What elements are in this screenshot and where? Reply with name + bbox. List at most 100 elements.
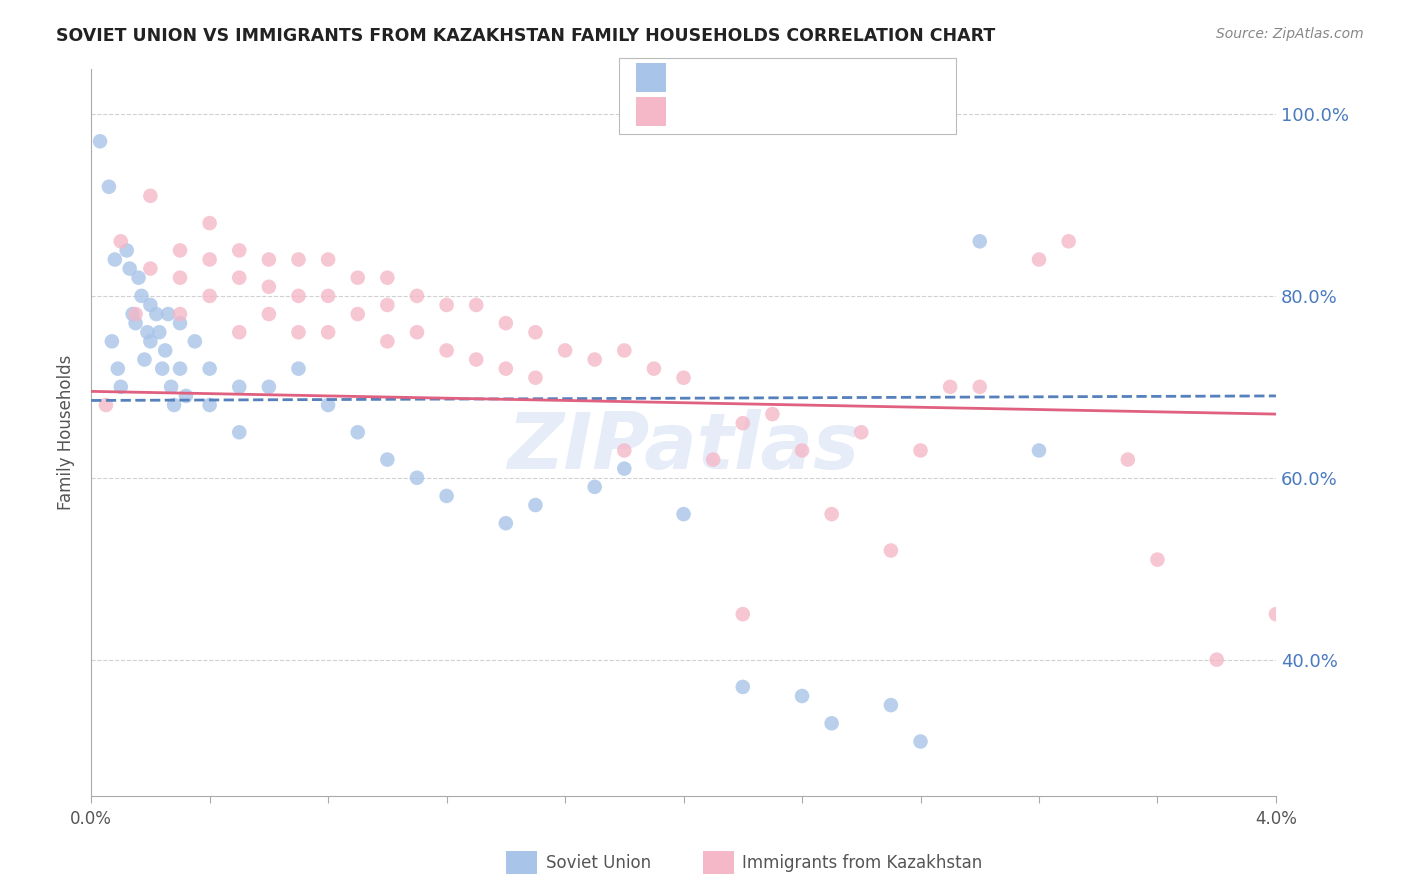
Point bbox=[969, 235, 991, 249]
Point bbox=[136, 325, 159, 339]
Point bbox=[257, 280, 280, 294]
Text: Immigrants from Kazakhstan: Immigrants from Kazakhstan bbox=[742, 855, 983, 872]
Point bbox=[198, 398, 221, 412]
Point bbox=[613, 461, 636, 475]
Point bbox=[346, 425, 368, 440]
Point bbox=[257, 307, 280, 321]
Point bbox=[134, 352, 156, 367]
Point bbox=[89, 134, 111, 148]
Point bbox=[1028, 252, 1050, 267]
Point bbox=[1146, 552, 1168, 566]
Point bbox=[406, 325, 429, 339]
Point bbox=[554, 343, 576, 358]
Point bbox=[316, 252, 339, 267]
Point bbox=[346, 307, 368, 321]
Point bbox=[228, 325, 250, 339]
Point bbox=[184, 334, 207, 349]
Point bbox=[880, 698, 903, 712]
Point bbox=[174, 389, 197, 403]
Point bbox=[228, 380, 250, 394]
Point bbox=[316, 398, 339, 412]
Point bbox=[790, 443, 813, 458]
Point bbox=[731, 607, 754, 622]
Point bbox=[524, 325, 547, 339]
Point bbox=[613, 343, 636, 358]
Point bbox=[139, 334, 162, 349]
Point bbox=[1116, 452, 1139, 467]
Point bbox=[163, 398, 186, 412]
Text: 0.001: 0.001 bbox=[725, 69, 782, 87]
Point bbox=[287, 325, 309, 339]
Point bbox=[377, 452, 399, 467]
Text: 92: 92 bbox=[838, 103, 863, 120]
Point bbox=[169, 270, 191, 285]
Point bbox=[228, 270, 250, 285]
Point bbox=[228, 244, 250, 258]
Text: ZIPatlas: ZIPatlas bbox=[508, 409, 859, 485]
Point bbox=[107, 361, 129, 376]
Point bbox=[495, 316, 517, 330]
Text: -0.037: -0.037 bbox=[725, 103, 790, 120]
Point bbox=[672, 507, 695, 521]
Point bbox=[821, 507, 844, 521]
Point bbox=[377, 270, 399, 285]
Point bbox=[672, 370, 695, 384]
Point bbox=[198, 289, 221, 303]
Text: N =: N = bbox=[793, 103, 827, 120]
Point bbox=[1057, 235, 1080, 249]
Point bbox=[160, 380, 183, 394]
Point bbox=[198, 216, 221, 230]
Point bbox=[169, 244, 191, 258]
Point bbox=[94, 398, 117, 412]
Point bbox=[465, 298, 488, 312]
Point bbox=[613, 443, 636, 458]
Point bbox=[377, 334, 399, 349]
Point bbox=[406, 289, 429, 303]
Point bbox=[316, 325, 339, 339]
Point bbox=[198, 252, 221, 267]
Point bbox=[115, 244, 138, 258]
Point bbox=[110, 380, 132, 394]
Point bbox=[1265, 607, 1288, 622]
Point bbox=[287, 252, 309, 267]
Point bbox=[124, 307, 146, 321]
Point bbox=[880, 543, 903, 558]
Point bbox=[821, 716, 844, 731]
Point bbox=[643, 361, 665, 376]
Point bbox=[436, 343, 458, 358]
Point bbox=[969, 380, 991, 394]
Point bbox=[121, 307, 143, 321]
Point bbox=[118, 261, 141, 276]
Point bbox=[287, 289, 309, 303]
Point bbox=[939, 380, 962, 394]
Point bbox=[524, 498, 547, 512]
Point bbox=[131, 289, 153, 303]
Point bbox=[436, 298, 458, 312]
Point bbox=[257, 380, 280, 394]
Point bbox=[148, 325, 170, 339]
Point bbox=[124, 316, 146, 330]
Point bbox=[316, 289, 339, 303]
Point bbox=[436, 489, 458, 503]
Point bbox=[110, 235, 132, 249]
Point bbox=[97, 179, 120, 194]
Point bbox=[910, 734, 932, 748]
Point bbox=[495, 361, 517, 376]
Point bbox=[761, 407, 783, 421]
Point bbox=[228, 425, 250, 440]
Text: N =: N = bbox=[793, 69, 827, 87]
Point bbox=[128, 270, 150, 285]
Point bbox=[1205, 653, 1227, 667]
Text: R =: R = bbox=[681, 69, 714, 87]
Point bbox=[139, 261, 162, 276]
Point bbox=[169, 361, 191, 376]
Point bbox=[524, 370, 547, 384]
Point bbox=[139, 298, 162, 312]
Point bbox=[851, 425, 873, 440]
Point bbox=[731, 680, 754, 694]
Point bbox=[583, 352, 606, 367]
Point bbox=[377, 298, 399, 312]
Point bbox=[198, 361, 221, 376]
Text: Source: ZipAtlas.com: Source: ZipAtlas.com bbox=[1216, 27, 1364, 41]
Point bbox=[169, 316, 191, 330]
